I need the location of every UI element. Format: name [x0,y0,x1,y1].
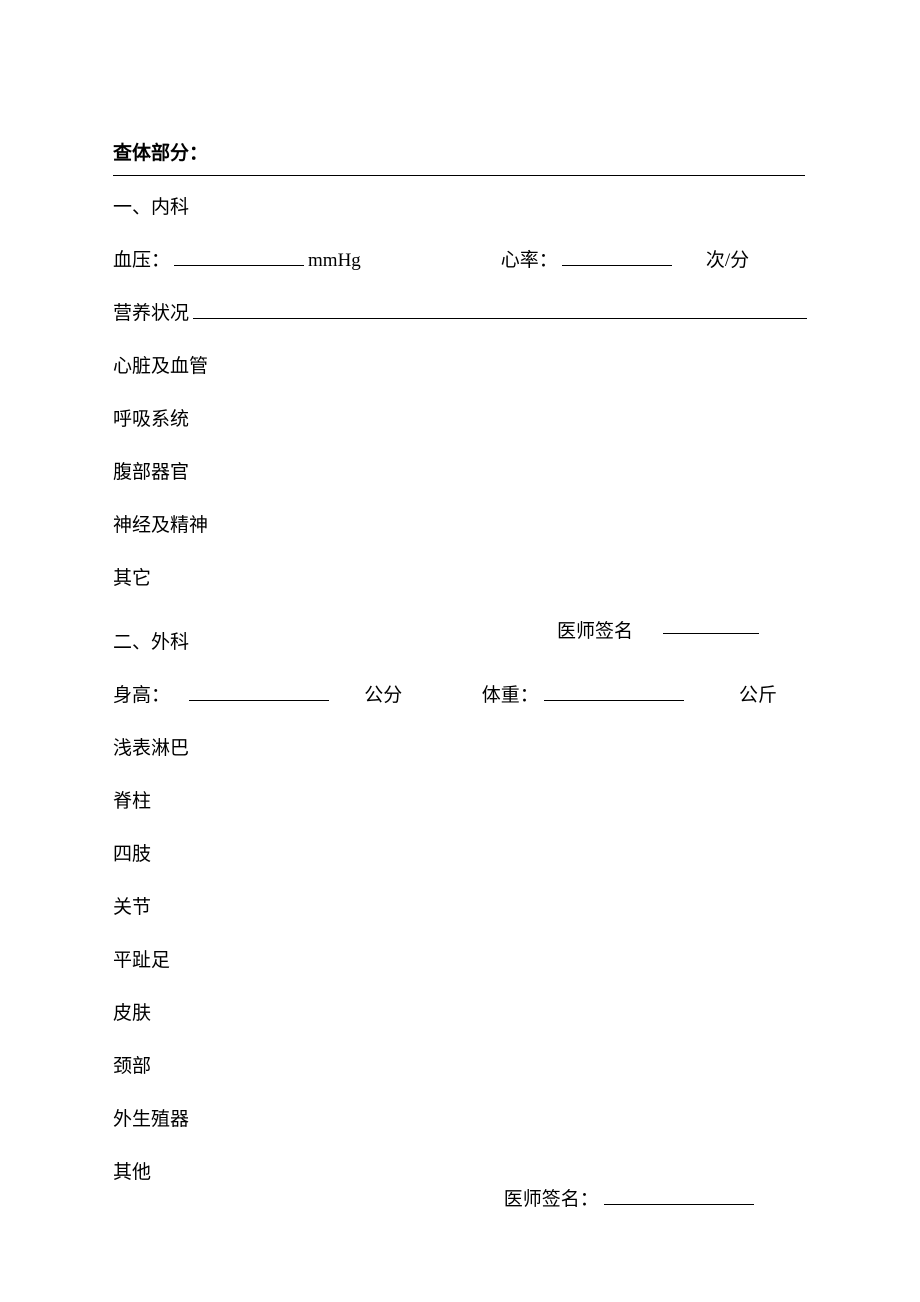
height-unit: 公分 [364,685,402,706]
signature1-label: 医师签名 [557,616,633,643]
limbs-label: 四肢 [113,839,807,866]
bp-input-line[interactable] [174,248,304,266]
bp-label: 血压： [113,245,170,272]
height-label: 身高： [113,685,170,706]
section1-heading: 一、内科 [113,192,807,219]
nutrition-input-line[interactable] [193,301,807,319]
weight-unit: 公斤 [739,685,777,706]
skin-label: 皮肤 [113,998,807,1025]
page-title: 查体部分： [113,138,807,165]
signature2-label: 医师签名： [504,1189,599,1210]
cardio-label: 心脏及血管 [113,351,807,378]
document-page: 查体部分： 一、内科 血压： mmHg 心率： 次/分 营养状况 心脏及血管 呼… [0,0,920,1211]
signature1-line[interactable] [663,616,759,634]
spine-label: 脊柱 [113,786,807,813]
weight-label: 体重： [482,685,539,706]
hr-label: 心率： [501,245,558,272]
hr-unit: 次/分 [706,245,749,272]
signature2-line[interactable] [604,1187,754,1205]
joints-label: 关节 [113,892,807,919]
row-height-weight: 身高： 公分 体重： 公斤 [113,680,807,707]
lymph-label: 浅表淋巴 [113,733,807,760]
other2-label: 其他 [113,1157,807,1184]
row-nutrition: 营养状况 [113,298,807,325]
height-input-line[interactable] [189,683,329,701]
neuro-label: 神经及精神 [113,510,807,537]
hr-input-line[interactable] [562,248,672,266]
row-bp-hr: 血压： mmHg 心率： 次/分 [113,245,807,272]
genitalia-label: 外生殖器 [113,1104,807,1131]
respiratory-label: 呼吸系统 [113,404,807,431]
bp-unit: mmHg [308,250,361,272]
neck-label: 颈部 [113,1051,807,1078]
title-underline [113,175,805,176]
abdomen-label: 腹部器官 [113,457,807,484]
weight-input-line[interactable] [544,683,684,701]
nutrition-label: 营养状况 [113,298,189,325]
other1-label: 其它 [113,563,807,590]
signature-row-2: 医师签名： [113,1184,807,1211]
flatfoot-label: 平趾足 [113,945,807,972]
